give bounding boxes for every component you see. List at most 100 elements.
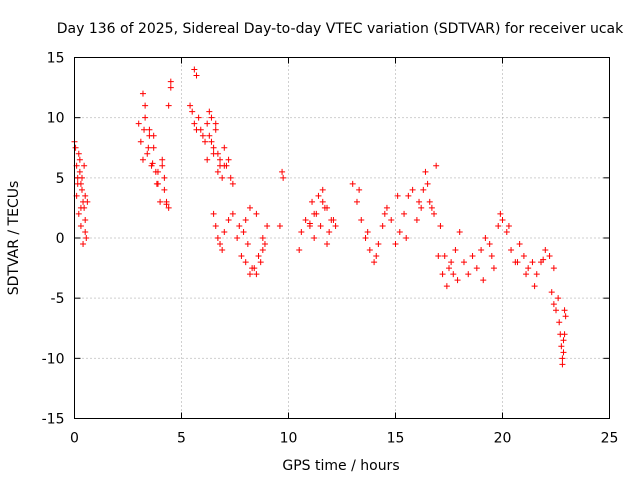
y-axis-label: SDTVAR / TECUs <box>6 181 22 296</box>
data-point <box>236 222 243 229</box>
data-point <box>75 150 82 157</box>
data-point <box>76 168 83 175</box>
data-point <box>560 337 567 344</box>
data-point <box>219 247 226 254</box>
y-axis-tick-labels: -15 -10 -5 0 5 10 15 <box>42 51 65 428</box>
data-point <box>422 168 429 175</box>
data-point <box>253 271 260 278</box>
data-point <box>392 241 399 248</box>
data-point <box>439 271 446 278</box>
data-point <box>396 228 403 235</box>
data-point <box>246 204 253 211</box>
data-point <box>416 198 423 205</box>
x-tick-label: 0 <box>70 431 79 447</box>
data-point <box>83 235 90 241</box>
data-point <box>208 114 215 121</box>
data-point <box>330 216 337 223</box>
data-point <box>473 265 480 272</box>
data-point <box>191 66 198 73</box>
data-point <box>208 138 215 145</box>
data-point <box>428 204 435 211</box>
data-point <box>221 228 228 235</box>
data-point <box>353 198 360 205</box>
data-point <box>450 271 457 278</box>
data-point <box>240 228 247 235</box>
data-point <box>221 162 228 169</box>
data-point <box>153 180 160 187</box>
data-point <box>193 72 200 79</box>
data-point <box>381 210 388 217</box>
data-point <box>280 174 287 181</box>
data-point <box>206 108 213 115</box>
data-point <box>225 156 232 163</box>
data-point <box>234 235 241 241</box>
data-point <box>460 259 467 266</box>
data-point <box>212 222 219 229</box>
y-tick-label: 15 <box>47 51 65 67</box>
data-point <box>225 216 232 223</box>
data-point <box>540 256 547 263</box>
x-axis-tick-labels: 0 5 10 15 20 25 <box>70 431 618 447</box>
data-point <box>298 228 305 235</box>
data-point <box>394 192 401 199</box>
data-point <box>137 138 144 145</box>
data-point <box>409 186 416 193</box>
data-point <box>189 108 196 115</box>
data-point <box>149 160 156 167</box>
data-point <box>525 265 532 272</box>
data-point <box>142 102 149 109</box>
data-point <box>82 228 89 235</box>
data-point <box>74 180 81 187</box>
data-point <box>424 180 431 187</box>
data-point <box>533 271 540 278</box>
data-point <box>255 253 262 260</box>
data-point <box>139 90 146 97</box>
plot-frame <box>74 57 610 419</box>
data-point <box>550 301 557 308</box>
data-point <box>478 247 485 254</box>
data-point <box>497 210 504 217</box>
data-point <box>490 265 497 272</box>
data-points <box>71 66 569 368</box>
x-tick-label: 5 <box>177 431 186 447</box>
data-point <box>503 228 510 235</box>
data-point <box>311 235 318 241</box>
data-point <box>520 253 527 260</box>
data-point <box>167 78 174 85</box>
y-tick-label: 10 <box>47 111 65 127</box>
data-point <box>191 120 198 127</box>
data-point <box>401 210 408 217</box>
data-point <box>531 283 538 290</box>
data-point <box>221 144 228 151</box>
data-point <box>159 162 166 169</box>
data-point <box>313 210 320 217</box>
data-point <box>514 259 521 266</box>
data-point <box>80 241 87 248</box>
data-point <box>82 192 89 199</box>
data-point <box>187 102 194 109</box>
data-point <box>403 235 410 241</box>
data-point <box>161 186 168 193</box>
data-point <box>443 283 450 290</box>
data-point <box>202 138 209 145</box>
data-point <box>142 114 149 121</box>
data-point <box>480 277 487 284</box>
data-point <box>420 186 427 193</box>
data-point <box>560 349 567 356</box>
y-tick-label: 0 <box>56 231 65 247</box>
data-point <box>371 259 378 266</box>
data-point <box>486 241 493 248</box>
data-point <box>559 355 566 362</box>
data-point <box>146 132 153 139</box>
data-point <box>523 271 530 278</box>
data-point <box>159 156 166 163</box>
data-point <box>238 253 245 260</box>
chart-title: Day 136 of 2025, Sidereal Day-to-day VTE… <box>57 21 624 37</box>
data-point <box>145 144 152 151</box>
y-tick-label: -15 <box>42 412 65 428</box>
data-point <box>157 198 164 205</box>
data-point <box>317 222 324 229</box>
data-point <box>431 210 438 217</box>
data-point <box>558 343 565 350</box>
